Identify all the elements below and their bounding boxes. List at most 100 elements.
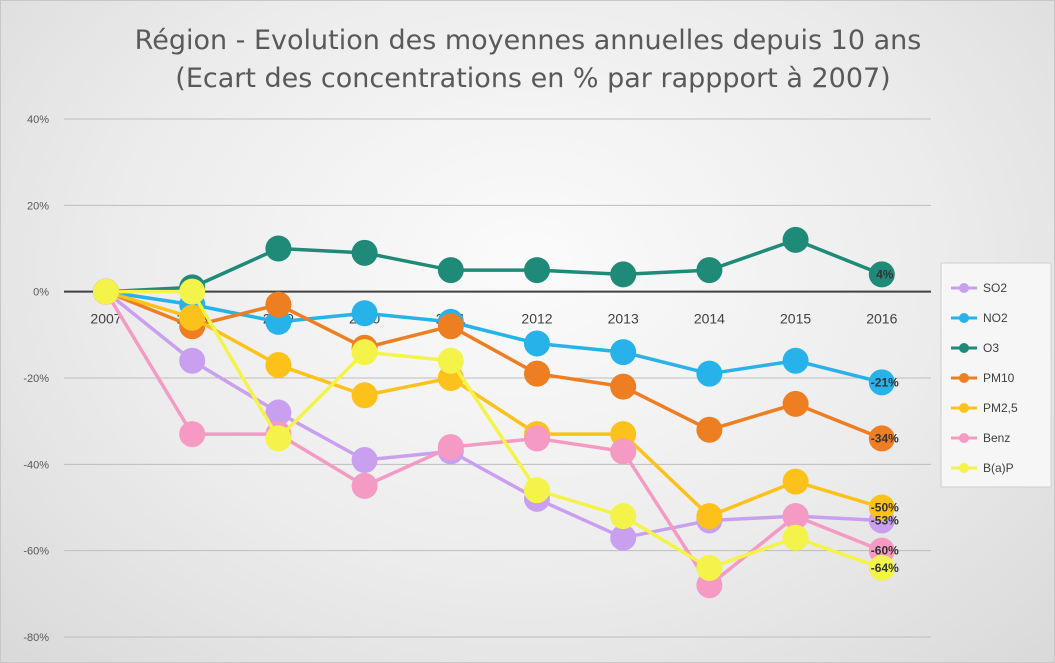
y-tick-label: 40%	[27, 114, 49, 126]
series-line	[105, 289, 883, 385]
gridlines	[64, 118, 931, 638]
series-group	[93, 226, 895, 599]
end-labels: -53% -21% 4% -34% -50% -60% -64%	[871, 267, 899, 575]
chart-subtitle: (Ecart des concentrations en % par rappp…	[175, 63, 890, 94]
data-point	[437, 257, 464, 284]
data-point	[782, 524, 809, 551]
legend-label: NO2	[983, 311, 1008, 325]
data-point	[524, 360, 550, 387]
data-point	[179, 347, 206, 374]
legend-item: Benz	[951, 431, 1010, 445]
data-point	[782, 503, 809, 530]
data-point	[696, 416, 723, 443]
legend-box	[940, 262, 1052, 488]
data-point	[179, 304, 206, 331]
legend-label: PM2,5	[983, 401, 1018, 415]
data-point	[696, 554, 723, 581]
y-tick-label: -60%	[23, 546, 49, 558]
data-point	[265, 291, 292, 318]
data-point	[265, 235, 292, 262]
chart-title: Région - Evolution des moyennes annuelle…	[135, 25, 922, 56]
x-tick-label: 2014	[694, 311, 725, 327]
legend-item: O3	[951, 341, 999, 355]
data-point	[610, 524, 637, 551]
x-tick-label: 2012	[521, 311, 552, 327]
data-point	[610, 339, 637, 366]
data-point	[351, 239, 378, 266]
data-point	[437, 347, 464, 374]
data-point	[265, 399, 292, 426]
legend-marker	[959, 403, 969, 413]
data-point	[351, 472, 378, 499]
series-line	[104, 290, 882, 540]
legend-label: B(a)P	[983, 461, 1014, 475]
data-point	[179, 278, 206, 305]
series-o3	[93, 226, 895, 305]
data-point	[782, 390, 809, 417]
series-line	[105, 238, 883, 294]
end-label: -21%	[871, 375, 899, 389]
data-point	[265, 352, 292, 379]
legend-item: SO2	[951, 281, 1007, 295]
data-point	[351, 382, 378, 409]
data-point	[868, 369, 895, 396]
data-point	[610, 373, 637, 400]
end-label: -53%	[871, 513, 899, 527]
data-point	[782, 226, 809, 253]
legend-marker	[959, 373, 969, 383]
legend-marker	[959, 463, 969, 473]
series-pm2-5	[93, 278, 895, 530]
series-b-a-p	[93, 278, 895, 581]
y-tick-label: -80%	[23, 632, 49, 644]
data-point	[524, 257, 550, 284]
y-axis-ticks: 40% 20% 0% -20% -40% -60% -80%	[23, 114, 49, 644]
data-point	[179, 421, 206, 448]
legend-item: PM2,5	[951, 401, 1018, 415]
x-tick-label: 2007	[90, 311, 121, 327]
y-tick-label: 20%	[27, 200, 49, 212]
series-line	[104, 290, 883, 587]
y-tick-label: -20%	[23, 373, 49, 385]
x-tick-label: 2013	[608, 311, 639, 327]
data-point	[696, 257, 723, 284]
end-label: -64%	[871, 561, 899, 575]
data-point	[610, 261, 637, 288]
end-label: -50%	[871, 501, 899, 515]
data-point	[868, 425, 895, 452]
data-point	[93, 278, 119, 305]
data-point	[868, 261, 895, 288]
data-point	[782, 468, 809, 495]
data-point	[351, 300, 378, 327]
series-line	[105, 290, 883, 441]
x-tick-label: 2016	[866, 311, 897, 327]
data-point	[696, 503, 723, 530]
data-point	[524, 330, 550, 357]
data-point	[524, 477, 550, 504]
legend: SO2 NO2 O3 PM10 PM2,5 Benz B(a)P	[940, 262, 1052, 488]
data-point	[696, 360, 723, 387]
x-tick-label: 2015	[780, 311, 811, 327]
data-point	[610, 438, 637, 465]
data-point	[351, 339, 378, 366]
legend-item: NO2	[951, 311, 1008, 325]
legend-label: O3	[983, 341, 999, 355]
legend-item: PM10	[951, 371, 1015, 385]
data-point	[437, 434, 464, 461]
data-point	[524, 425, 550, 452]
data-point	[868, 494, 895, 521]
data-point	[782, 347, 809, 374]
legend-marker	[959, 283, 969, 293]
legend-marker	[959, 343, 969, 353]
legend-marker	[959, 433, 969, 443]
data-point	[265, 425, 292, 452]
legend-label: Benz	[983, 431, 1010, 445]
legend-marker	[959, 313, 969, 323]
data-point	[610, 503, 637, 530]
legend-label: SO2	[983, 281, 1007, 295]
y-tick-label: 0%	[33, 287, 49, 299]
legend-label: PM10	[983, 371, 1015, 385]
series-line	[105, 289, 883, 518]
legend-item: B(a)P	[951, 461, 1014, 475]
